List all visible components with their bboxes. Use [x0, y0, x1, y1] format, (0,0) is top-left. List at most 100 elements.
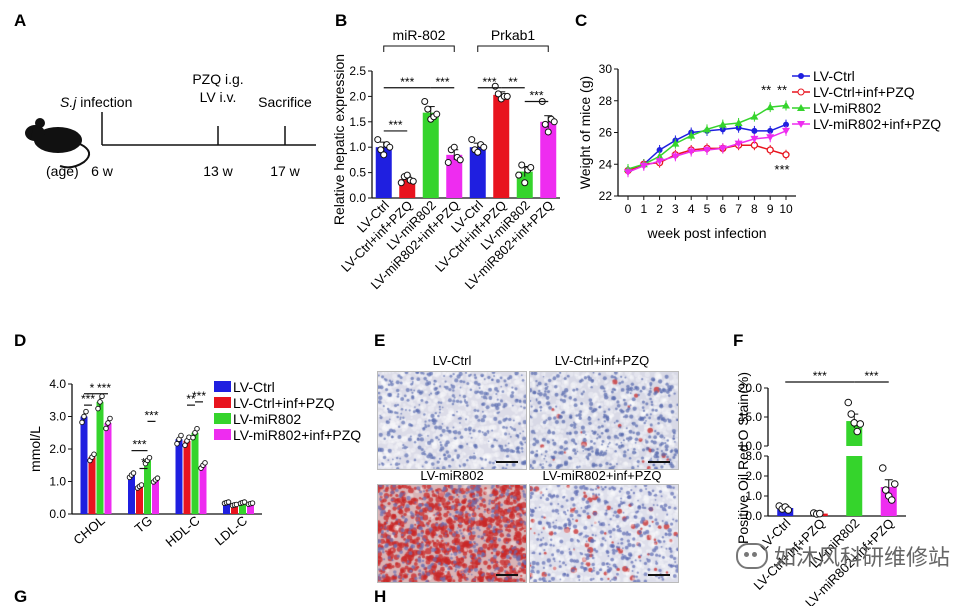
data-point: [878, 464, 887, 472]
scale-bar: [496, 461, 518, 463]
data-point: [734, 118, 743, 126]
significance-label: **: [186, 392, 196, 406]
panel-letter-g: G: [14, 587, 27, 606]
data-point: [174, 440, 180, 447]
data-point: [656, 146, 663, 153]
y-axis-label: mmol/L: [27, 426, 43, 472]
y-tick-label: 2.0: [745, 469, 762, 483]
bar: [846, 456, 863, 516]
data-point: [190, 434, 196, 441]
bar: [375, 147, 392, 198]
bar: [144, 460, 151, 514]
data-point: [83, 408, 89, 415]
data-point: [130, 470, 137, 476]
data-point: [377, 146, 385, 154]
legend-swatch: [214, 381, 231, 392]
x-tick-label: 9: [767, 202, 774, 216]
histology-image-mir802-pzq: [529, 484, 679, 583]
bar: [104, 423, 112, 514]
legend-label: LV-Ctrl: [233, 379, 275, 395]
data-point: [521, 179, 529, 187]
y-tick-label: 1.0: [49, 475, 66, 489]
data-point: [79, 419, 85, 426]
data-point: [103, 425, 109, 432]
data-point: [844, 398, 853, 407]
data-point: [850, 419, 859, 427]
sacrifice-label: Sacrifice: [258, 94, 312, 110]
panel-letter-c: C: [575, 11, 587, 30]
data-point: [784, 506, 793, 514]
significance-label: ***: [97, 381, 111, 395]
significance-label: ***: [144, 408, 158, 422]
x-tick-label: 7: [735, 202, 742, 216]
bar: [88, 457, 96, 514]
legend-swatch: [214, 413, 231, 424]
data-point: [767, 127, 774, 134]
scale-bar: [496, 574, 518, 576]
y-axis-label: Weight of mice (g): [577, 76, 593, 189]
scale-bar: [648, 574, 670, 576]
histology-image-ctrl: [377, 371, 527, 470]
legend-marker: [797, 121, 805, 128]
bar: [183, 440, 191, 514]
x-tick-label: 8: [751, 202, 758, 216]
data-point: [480, 143, 488, 151]
data-point: [202, 460, 208, 466]
y-tick-label: 3.0: [745, 449, 762, 463]
data-point: [856, 420, 865, 428]
age-label: (age): [46, 163, 79, 179]
x-tick-label: 0: [625, 202, 632, 216]
y-tick-label: 0.0: [349, 191, 366, 205]
significance-label: ***: [435, 75, 449, 89]
wechat-icon: [736, 543, 768, 569]
pzq-label: PZQ i.g.: [192, 71, 243, 87]
significance-label: ***: [400, 75, 414, 89]
data-point: [734, 140, 743, 148]
bar: [191, 432, 199, 514]
data-point: [444, 158, 452, 166]
x-tick-label: 10: [779, 202, 793, 216]
y-tick-label: 1.0: [745, 489, 762, 503]
bar: [136, 486, 143, 514]
group-label: Prkab1: [491, 27, 536, 43]
data-point: [750, 112, 759, 120]
data-point: [433, 110, 441, 118]
data-point: [241, 499, 248, 505]
x-tick-label: 6: [719, 202, 726, 216]
y-axis-label: Relative hepatic expression: [331, 54, 347, 225]
data-point: [154, 475, 161, 481]
histo-title-2: LV-Ctrl+inf+PZQ: [555, 353, 649, 368]
y-tick-label: 0.5: [349, 166, 366, 180]
group-bracket: [477, 45, 549, 52]
bar: [231, 504, 238, 514]
bar: [422, 112, 439, 198]
lv-label: LV i.v.: [200, 89, 237, 105]
y-tick-label: 30: [599, 62, 613, 76]
data-point: [515, 171, 523, 179]
significance-label: ***: [81, 392, 95, 406]
data-point: [249, 500, 256, 506]
y-tick-label: 15.0: [739, 410, 763, 424]
significance-label: ***: [132, 438, 146, 452]
significance-label: **: [777, 82, 787, 97]
data-point: [225, 499, 232, 505]
significance-label: ***: [774, 162, 789, 177]
data-point: [494, 90, 502, 98]
data-point: [783, 121, 789, 128]
legend-label: LV-Ctrl: [813, 68, 855, 84]
data-point: [881, 486, 890, 494]
data-point: [105, 420, 111, 426]
data-point: [182, 442, 188, 449]
bar: [493, 94, 510, 198]
significance-label: *: [90, 381, 95, 395]
data-point: [750, 135, 759, 143]
bar: [199, 465, 207, 514]
data-point: [518, 161, 526, 169]
bar: [446, 154, 463, 198]
legend-label: LV-miR802+inf+PZQ: [813, 116, 941, 132]
y-tick-label: 1.5: [349, 115, 366, 129]
timepoint-1: 13 w: [203, 163, 233, 179]
legend-swatch: [214, 429, 231, 440]
x-tick-label: 2: [656, 202, 663, 216]
